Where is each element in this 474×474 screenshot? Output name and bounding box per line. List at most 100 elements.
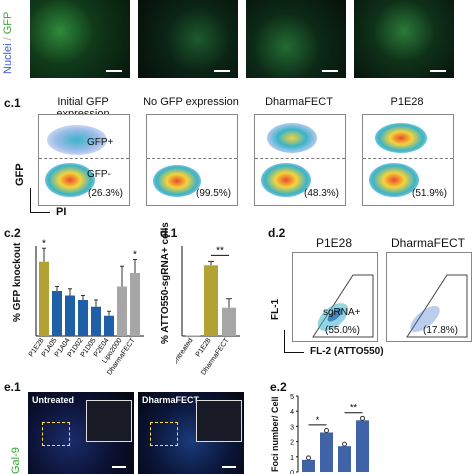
panel-a-ylabel: Nuclei / GFP — [2, 11, 14, 74]
micro-image-4 — [354, 0, 454, 78]
density-cloud — [369, 163, 419, 197]
e2-ylabel: Foci number/ Cell — [270, 396, 280, 472]
density-cloud — [261, 163, 311, 197]
bar — [117, 286, 127, 336]
data-point — [360, 415, 365, 421]
flow-percent: (99.5%) — [195, 188, 231, 199]
flow-title-3: DharmaFECT — [265, 96, 333, 108]
gate-line — [147, 158, 237, 159]
scale-bar — [222, 466, 236, 468]
axis-arrow-right — [30, 212, 50, 213]
bar — [78, 300, 88, 336]
data-point — [306, 455, 311, 461]
panel-e2-label: e.2 — [270, 380, 287, 394]
scale-bar — [214, 70, 230, 72]
significance-label: ** — [350, 403, 358, 413]
inset-image — [196, 400, 242, 442]
e1-image-dharmafect: DharmaFECT — [138, 392, 244, 474]
bar — [222, 307, 236, 336]
data-point — [324, 427, 329, 433]
scale-bar — [430, 70, 446, 72]
roi-box — [42, 422, 70, 446]
c2-ylabel: % GFP knockout — [12, 242, 23, 322]
d2-title-2: DharmaFECT — [390, 236, 465, 250]
bar — [204, 265, 218, 336]
d2-axis-up — [284, 330, 285, 352]
panel-c1-label: c.1 — [4, 96, 21, 110]
y-tick-label: 1 — [290, 455, 294, 462]
gfp-minus-label: GFP- — [87, 169, 111, 180]
d2-xaxis-label: FL-2 (ATTO550) — [310, 346, 384, 357]
bar — [104, 315, 114, 336]
bar — [65, 295, 75, 336]
scale-bar — [106, 70, 122, 72]
d2-plot-1: sgRNA+ (55.0%) — [292, 252, 378, 342]
panel-e1-label: e.1 — [4, 380, 21, 394]
significance-label: ** — [216, 245, 224, 256]
d2-percent: (17.8%) — [423, 325, 459, 336]
panel-c2-label: c.2 — [4, 226, 21, 240]
bar — [185, 335, 201, 337]
flow-plot-1: GFP+ GFP- (26.3%) — [38, 114, 130, 206]
inset-image — [86, 400, 132, 442]
d2-title-1: P1E28 — [315, 236, 353, 250]
density-cloud — [375, 123, 427, 153]
density-cloud — [267, 123, 317, 153]
bar — [338, 446, 351, 472]
d2-plot-2: (17.8%) — [386, 252, 472, 342]
gfp-label: GFP — [2, 11, 14, 35]
gfp-plus-label: GFP+ — [87, 137, 114, 148]
data-point — [342, 441, 347, 447]
micro-image-3 — [246, 0, 346, 78]
significance-star: * — [133, 250, 137, 261]
tick-label: P1E28 — [195, 337, 213, 358]
d2-yaxis-label: FL-1 — [270, 298, 281, 320]
y-tick-label: 3 — [290, 424, 294, 431]
roi-box — [150, 422, 178, 446]
flow-plot-2: (99.5%) — [146, 114, 238, 206]
bar — [39, 261, 49, 336]
gate-line — [39, 158, 129, 159]
flow-title-2: No GFP expression — [143, 96, 239, 108]
bar — [302, 459, 315, 472]
panel-d1-label: d.1 — [160, 226, 178, 240]
d2-percent: (55.0%) — [325, 325, 361, 336]
tick-label: Untreated — [176, 337, 195, 366]
d2-gate — [406, 274, 468, 338]
micro-image-1 — [30, 0, 130, 78]
e1-dharmafect-label: DharmaFECT — [142, 395, 200, 405]
scale-bar — [322, 70, 338, 72]
bar — [356, 420, 369, 472]
bar — [91, 306, 101, 336]
gate-label: sgRNA+ — [323, 307, 361, 318]
significance-star: * — [42, 238, 46, 249]
bar — [52, 291, 62, 336]
micro-image-2 — [138, 0, 238, 78]
gate-line — [363, 158, 453, 159]
d2-axis-right — [284, 352, 304, 353]
flow-xaxis-label: PI — [56, 206, 67, 218]
flow-percent: (48.3%) — [303, 188, 339, 199]
panel-d2-label: d.2 — [268, 226, 286, 240]
flow-percent: (26.3%) — [87, 188, 123, 199]
flow-yaxis-label: GFP — [14, 163, 26, 186]
d1-ylabel: % ATTO550-sgRNA+ cells — [160, 222, 171, 344]
e1-image-untreated: Untreated — [28, 392, 134, 474]
flow-plot-4: (51.9%) — [362, 114, 454, 206]
density-cloud — [47, 125, 107, 155]
bar — [130, 273, 140, 336]
y-tick-label: 2 — [290, 440, 294, 447]
e1-untreated-label: Untreated — [32, 395, 75, 405]
y-tick-label: 0 — [290, 470, 294, 474]
bar — [320, 432, 333, 472]
flow-percent: (51.9%) — [411, 188, 447, 199]
y-tick-label: 4 — [290, 409, 294, 416]
axis-arrow-up — [30, 188, 31, 212]
density-cloud — [153, 165, 201, 197]
gate-line — [255, 158, 345, 159]
scale-bar — [112, 466, 126, 468]
significance-label: * — [316, 415, 320, 425]
c2-bar-chart: P1E28*P1A05P1A04P1D02P1D05P2E04Lipo2000D… — [28, 238, 144, 376]
